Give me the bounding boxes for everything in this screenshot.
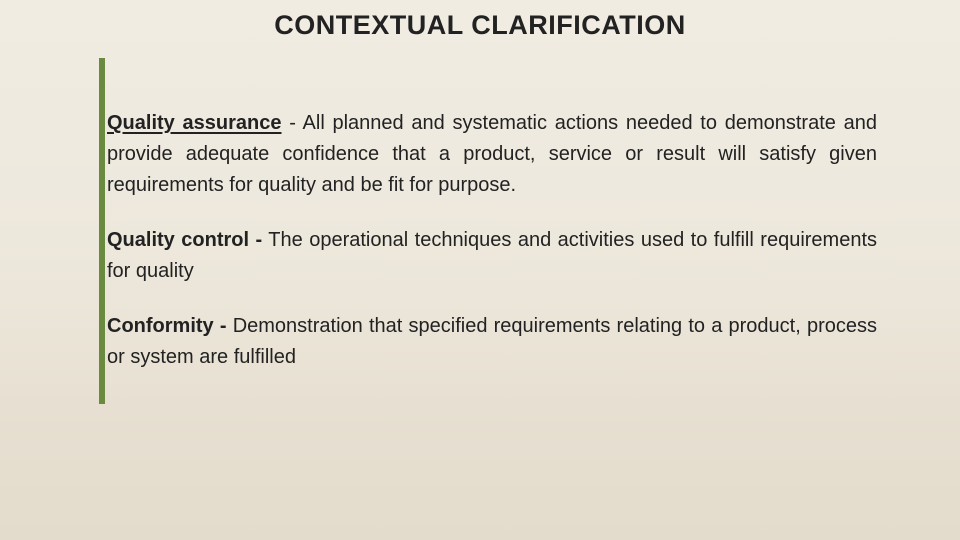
definition-item: Quality assurance - All planned and syst… — [107, 108, 877, 201]
definition-term: Quality control - — [107, 229, 262, 251]
slide-body: Quality assurance - All planned and syst… — [107, 108, 877, 397]
slide-title: CONTEXTUAL CLARIFICATION — [0, 10, 960, 41]
slide: CONTEXTUAL CLARIFICATION Quality assuran… — [0, 0, 960, 540]
definition-term: Conformity - — [107, 315, 227, 337]
definition-item: Conformity - Demonstration that specifie… — [107, 311, 877, 373]
definition-term: Quality assurance — [107, 112, 282, 134]
definition-item: Quality control - The operational techni… — [107, 225, 877, 287]
accent-bar — [99, 58, 105, 404]
